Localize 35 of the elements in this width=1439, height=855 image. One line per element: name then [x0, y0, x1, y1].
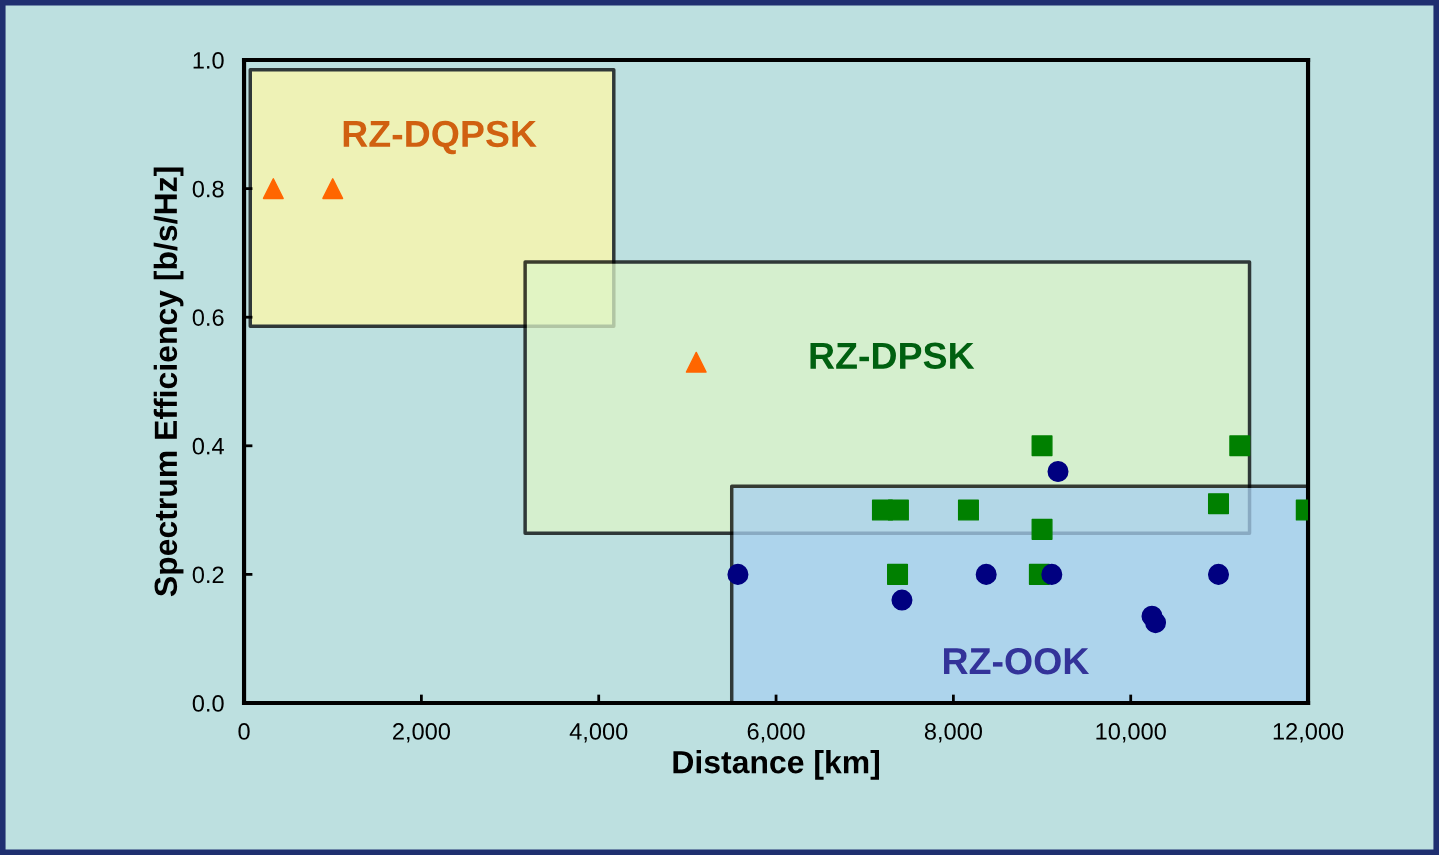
x-axis-title: Distance [km]	[673, 749, 880, 780]
x-tick-label: 2,000	[393, 723, 451, 743]
y-tick-label: 0.2	[192, 566, 224, 584]
x-tick-label: 6,000	[747, 723, 805, 743]
y-tick-label: 0.4	[192, 437, 224, 455]
point	[1207, 563, 1230, 585]
point	[975, 563, 997, 585]
y-tick-label: 0.0	[192, 695, 224, 712]
point	[1207, 493, 1230, 515]
x-tick-label: 0	[238, 723, 250, 740]
x-tick-label: 4,000	[569, 723, 628, 743]
point	[1041, 563, 1063, 585]
point	[887, 563, 909, 585]
point	[957, 499, 979, 521]
y-tick-label: 1.0	[193, 52, 224, 69]
point	[1047, 460, 1069, 483]
point	[1031, 518, 1053, 540]
x-tick-label: 12,000	[1273, 723, 1344, 743]
text: RZ-DPSK	[810, 342, 975, 370]
series-label: RZ-OOK	[944, 647, 1090, 675]
y-axis-title: Spectrum Efficiency [b/s/Hz]	[153, 167, 184, 597]
point	[1229, 435, 1251, 457]
x-tick-label: 10,000	[1096, 723, 1166, 743]
point	[727, 563, 749, 585]
point	[887, 499, 909, 521]
point	[262, 178, 284, 200]
point	[1031, 435, 1053, 457]
series-label: RZ-DQPSK	[343, 120, 537, 155]
y-tick-label: 0.8	[192, 180, 224, 198]
point	[322, 178, 344, 200]
point	[1145, 612, 1167, 634]
point	[891, 589, 913, 611]
point	[685, 351, 707, 373]
x-tick-label: 8,000	[924, 723, 983, 743]
y-tick-label: 0.6	[192, 309, 224, 326]
